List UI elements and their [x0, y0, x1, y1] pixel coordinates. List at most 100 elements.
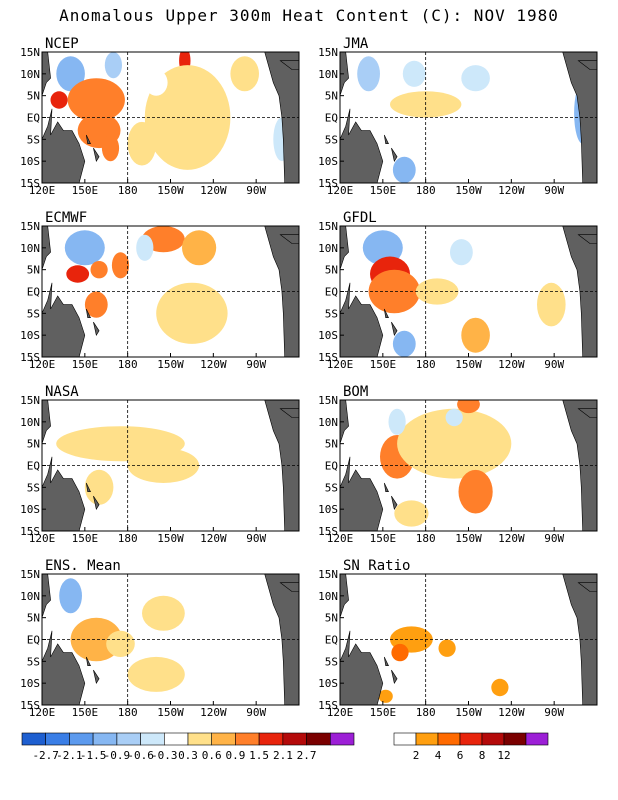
x-tick-label: 150W	[455, 706, 482, 719]
y-tick-label: 5S	[325, 481, 338, 494]
landmass	[42, 282, 86, 357]
field-contour	[90, 261, 108, 279]
field-contour	[127, 656, 185, 692]
anomaly-colorbar-label: 2.7	[297, 749, 317, 762]
x-tick-label: 120E	[327, 358, 354, 371]
x-tick-label: 120W	[498, 358, 525, 371]
y-tick-label: 10N	[20, 416, 40, 429]
y-tick-label: 15N	[20, 568, 40, 581]
landmass	[93, 321, 100, 336]
y-tick-label: EQ	[27, 460, 40, 473]
field-contour	[67, 78, 125, 122]
y-tick-label: 10S	[20, 677, 40, 690]
landmass	[86, 482, 91, 493]
anomaly-colorbar-label: -0.9	[104, 749, 131, 762]
landmass	[562, 574, 597, 705]
panel-jma: 120E 150E 180 150W 120W 90W 15N 10N 5N EQ 5S 10S 15S…	[318, 36, 598, 197]
x-tick-label: 120W	[498, 706, 525, 719]
sn-colorbar-swatch	[393, 732, 417, 746]
landmass	[340, 456, 384, 531]
x-tick-label: 180	[416, 358, 436, 371]
landmass	[279, 408, 299, 418]
y-tick-label: 15S	[20, 177, 40, 190]
x-tick-label: 150W	[455, 184, 482, 197]
field-contour	[59, 578, 82, 614]
field-contour	[394, 500, 429, 527]
landmass	[264, 226, 299, 357]
y-tick-label: 5N	[325, 90, 338, 103]
x-tick-label: 150E	[72, 706, 99, 719]
x-tick-label: 120E	[29, 358, 56, 371]
anomaly-colorbar-label: 0.9	[225, 749, 245, 762]
y-tick-label: 10N	[20, 68, 40, 81]
panel-gfdl: 120E 150E 180 150W 120W 90W 15N 10N 5N EQ 5S 10S 15S…	[318, 210, 598, 371]
panel-title: ENS. Mean	[45, 558, 121, 574]
field-contour	[56, 56, 85, 92]
field-contour	[491, 678, 509, 697]
sn-colorbar-swatch	[503, 732, 527, 746]
y-tick-label: 15N	[20, 46, 40, 59]
x-tick-label: 150E	[370, 358, 397, 371]
y-tick-label: 5N	[325, 612, 338, 625]
panel-title: BOM	[343, 384, 368, 400]
y-tick-label: 10S	[318, 329, 338, 342]
y-tick-label: 15S	[20, 699, 40, 712]
field-contour	[136, 234, 154, 261]
anomaly-colorbar-swatch	[187, 732, 213, 746]
landmass	[42, 108, 86, 183]
x-tick-label: 120E	[327, 706, 354, 719]
y-tick-label: 10N	[20, 590, 40, 603]
landmass	[340, 574, 349, 618]
landmass	[340, 226, 349, 270]
landmass	[340, 630, 384, 705]
x-tick-label: 90W	[246, 532, 266, 545]
anomaly-colorbar-label: -2.1	[56, 749, 83, 762]
x-tick-label: 120W	[200, 706, 227, 719]
field-contour	[482, 135, 512, 162]
field-contour	[156, 282, 228, 344]
anomaly-colorbar-label: 0.3	[178, 749, 198, 762]
y-tick-label: EQ	[27, 112, 40, 125]
landmass	[562, 226, 597, 357]
landmass	[577, 234, 597, 244]
chart-title: Anomalous Upper 300m Heat Content (C): N…	[59, 6, 559, 25]
landmass	[279, 234, 299, 244]
x-tick-label: 90W	[544, 358, 564, 371]
landmass	[562, 400, 597, 531]
x-tick-label: 90W	[246, 358, 266, 371]
landmass	[93, 495, 100, 510]
x-tick-label: 150W	[157, 532, 184, 545]
y-tick-label: EQ	[27, 634, 40, 647]
panel-bom: 120E 150E 180 150W 120W 90W 15N 10N 5N EQ 5S 10S 15S…	[318, 384, 598, 545]
landmass	[279, 60, 299, 70]
field-contour	[230, 56, 259, 92]
field-contour	[392, 156, 416, 183]
x-tick-label: 150E	[72, 532, 99, 545]
anomaly-colorbar-swatch	[116, 732, 141, 746]
anomaly-field	[42, 226, 299, 357]
field-contour	[84, 291, 108, 318]
landmass	[577, 582, 597, 592]
anomaly-colorbar-swatch	[235, 732, 260, 746]
anomaly-field	[42, 574, 299, 705]
y-tick-label: 15S	[318, 525, 338, 538]
field-contour	[101, 135, 120, 162]
panel-nasa: 120E 150E 180 150W 120W 90W 15N 10N 5N EQ 5S 10S 15S…	[20, 384, 300, 545]
x-tick-label: 180	[416, 706, 436, 719]
field-contour	[144, 69, 168, 96]
anomaly-colorbar-label: 0.6	[202, 749, 222, 762]
field-contour	[461, 317, 490, 353]
y-tick-label: 5N	[27, 612, 40, 625]
y-tick-label: 10N	[318, 590, 338, 603]
x-tick-label: 150W	[157, 184, 184, 197]
sn-colorbar-swatch	[437, 732, 461, 746]
y-tick-label: 15S	[318, 351, 338, 364]
field-contour	[457, 400, 480, 414]
y-tick-label: 15S	[318, 177, 338, 190]
x-tick-label: 90W	[544, 184, 564, 197]
x-tick-label: 120W	[200, 184, 227, 197]
landmass	[86, 656, 91, 667]
x-tick-label: 150E	[370, 184, 397, 197]
y-tick-label: 5S	[325, 655, 338, 668]
y-tick-label: EQ	[325, 634, 338, 647]
